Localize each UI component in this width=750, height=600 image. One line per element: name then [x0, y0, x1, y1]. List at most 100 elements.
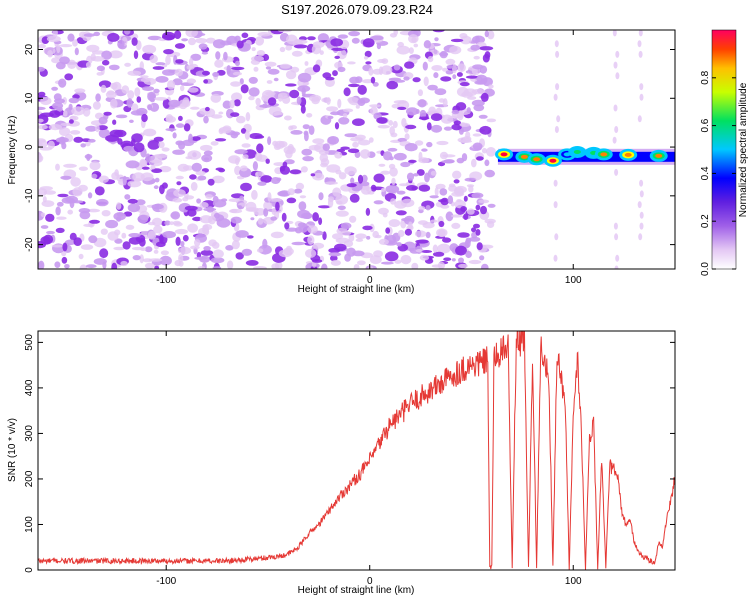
spectrogram-cell	[162, 98, 171, 109]
spectrogram-cell	[455, 102, 467, 111]
spectrogram-cell	[612, 30, 617, 37]
spectrogram-cell	[102, 59, 110, 66]
spectrogram-cell	[408, 47, 414, 54]
colorbar-tick-label: 0.4	[700, 166, 711, 180]
spectrogram-cell	[105, 219, 119, 229]
spectrogram-cell	[241, 248, 253, 256]
spectrogram-cell	[474, 80, 487, 85]
spectrogram-cell	[159, 165, 172, 173]
spectrogram-cell	[241, 143, 251, 148]
spectrogram-cell	[167, 80, 176, 90]
spectrogram-cell	[122, 241, 131, 250]
spectrogram-cell	[253, 66, 259, 72]
spectrogram-cell	[223, 51, 228, 61]
spectrogram-cell	[197, 266, 206, 269]
spectrogram-cell	[378, 66, 384, 75]
spectrogram-cell	[248, 95, 255, 101]
spectrogram-cell	[352, 250, 365, 257]
spectrogram-cell	[344, 166, 357, 176]
spectrogram-cell	[145, 153, 151, 163]
spectrogram-cell	[40, 96, 52, 106]
spectrogram-cell	[263, 208, 269, 217]
spectrogram-cell	[133, 50, 139, 59]
spectrogram-cell	[426, 141, 433, 148]
signal-peak-core	[655, 153, 663, 158]
spectrogram-cell	[98, 175, 110, 183]
spectrogram-cell	[71, 106, 85, 116]
spectrogram-cell	[275, 201, 280, 211]
spectrogram-cell	[63, 163, 77, 168]
spectrogram-cell	[147, 230, 157, 240]
spectrogram-cell	[126, 98, 133, 108]
spectrogram-cell	[442, 67, 448, 72]
spectrogram-cell	[475, 229, 481, 236]
spectrogram-cell	[43, 234, 54, 245]
spectrogram-cell	[206, 206, 214, 213]
spectrogram-cell	[327, 136, 340, 145]
spectrogram-cell	[639, 179, 644, 187]
spectrogram-cell	[451, 123, 462, 131]
spectrogram-cell	[388, 163, 396, 170]
spectrogram-cell	[255, 171, 264, 177]
spectrogram-cell	[357, 84, 367, 95]
signal-peak	[543, 154, 562, 167]
spectrogram-cell	[438, 220, 445, 228]
spectrogram-cell	[163, 49, 174, 55]
spectrogram-cell	[381, 187, 386, 193]
spectrogram-cell	[396, 190, 406, 195]
spectrogram-cell	[231, 240, 240, 250]
spectrogram-cell	[613, 222, 618, 230]
spectrogram-cell	[186, 78, 197, 84]
spectrogram-cell	[52, 30, 58, 38]
spectrogram-cell	[479, 125, 492, 135]
spectrogram-cell	[128, 233, 141, 238]
spectrogram-cell	[79, 264, 88, 269]
snr-y-label: SNR (10 * v/v)	[7, 418, 18, 482]
spectrogram-cell	[344, 253, 351, 262]
spectrogram-cell	[151, 168, 163, 173]
spectrogram-cell	[639, 93, 644, 101]
spectrogram-cell	[615, 72, 620, 80]
spectrogram-cell	[318, 205, 331, 209]
spectrogram-cell	[140, 75, 149, 79]
spectrogram-cell	[245, 260, 259, 266]
spectrogram-cell	[482, 53, 490, 63]
spectrogram-cell	[96, 198, 109, 207]
spectrogram-cell	[155, 62, 166, 66]
spectrogram-cell	[386, 80, 399, 90]
spectrogram-cell	[159, 234, 164, 244]
spectrogram-cell	[468, 259, 482, 265]
spectrogram-cell	[136, 96, 142, 103]
spectrogram-cell	[459, 139, 472, 143]
spectrogram-cell	[210, 141, 219, 146]
snr-y-tick-label: 500	[24, 334, 35, 351]
spectrogram-cell	[235, 230, 249, 238]
spectrogram-cell	[289, 89, 300, 99]
spectrogram-cell	[296, 96, 302, 105]
colorbar-tick-label: 0.0	[700, 262, 711, 276]
spectrogram-cell	[639, 222, 644, 230]
spectrogram-cell	[423, 76, 429, 87]
spectrogram-cell	[38, 66, 45, 72]
spectrogram-cell	[458, 257, 464, 263]
spectrogram-cell	[198, 43, 208, 50]
spectrogram-cell	[340, 222, 352, 230]
spectrogram-cell	[376, 117, 388, 124]
spectrogram-cell	[174, 43, 186, 49]
spectrogram-cell	[414, 230, 427, 238]
spectrogram-cell	[110, 82, 118, 90]
spectrogram-cell	[469, 236, 481, 242]
spectrogram-cell	[440, 114, 454, 124]
spectrogram-cell	[147, 140, 160, 150]
spectrogram-cell	[265, 91, 276, 96]
colorbar-label: Normalized spectral amplitude	[738, 82, 749, 217]
spectrogram-cell	[122, 175, 127, 186]
spectrogram-cell	[350, 177, 355, 184]
spectrogram-cell	[480, 205, 487, 215]
spectrogram-cell	[366, 235, 371, 240]
spectrogram-cell	[180, 241, 185, 247]
spectrogram-cell	[43, 47, 56, 55]
spectrogram-cell	[226, 65, 231, 75]
spectrogram-cell	[406, 107, 419, 116]
